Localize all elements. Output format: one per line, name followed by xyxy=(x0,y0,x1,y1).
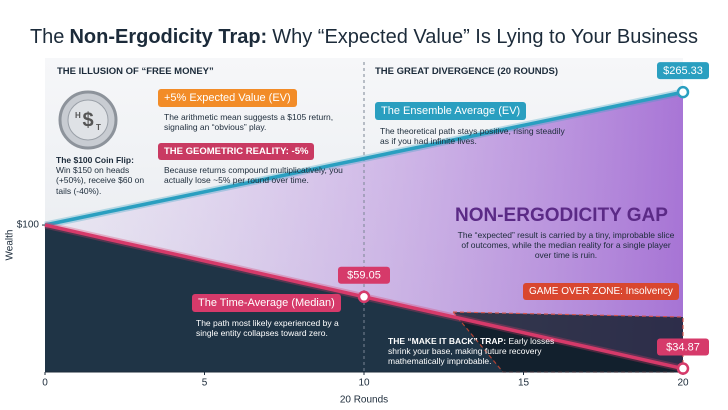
chart-title: The Non-Ergodicity Trap: Why “Expected Val… xyxy=(30,26,698,48)
point xyxy=(357,290,371,304)
make-back-text: Early losses shrink your base, making fu… xyxy=(388,336,555,367)
x-tick-label: 15 xyxy=(518,378,530,389)
coin-flip-label: The $100 Coin Flip: xyxy=(56,155,134,165)
game-over-label: GAME OVER ZONE: Insolvency xyxy=(523,283,679,300)
section-left: THE ILLUSION OF “FREE MONEY” xyxy=(57,66,214,77)
ev-text: The arithmetic mean suggests a $105 retu… xyxy=(164,112,334,133)
ensemble-text: The theoretical path stays positive, ris… xyxy=(380,126,565,147)
value-label: $265.33 xyxy=(663,65,703,77)
value-label: $59.05 xyxy=(347,270,381,282)
section-right: THE GREAT DIVERGENCE (20 ROUNDS) xyxy=(375,66,558,77)
median-label: The Time-Average (Median) xyxy=(192,294,341,312)
title-emphasis: Non-Ergodicity Trap: xyxy=(69,26,267,48)
x-tick-label: 0 xyxy=(42,378,48,389)
title-rest: Why “Expected Value” Is Lying to Your Bu… xyxy=(272,26,698,48)
value-label-box xyxy=(657,338,709,356)
coin-heads: H xyxy=(75,111,81,120)
coin-flip: The $100 Coin Flip: Win $150 on heads (+5… xyxy=(56,155,156,196)
coin-face xyxy=(67,99,109,141)
value-label: $34.87 xyxy=(666,341,700,353)
coin: H $ T xyxy=(58,90,118,150)
value-label-box xyxy=(657,62,709,80)
geometric-label: THE GEOMETRIC REALITY: -5% xyxy=(158,143,315,160)
y-tick-label: $100 xyxy=(17,220,40,231)
x-tick-label: 10 xyxy=(358,378,370,389)
x-tick-label: 20 xyxy=(677,378,689,389)
coin-tails: T xyxy=(96,123,101,132)
series-line xyxy=(44,90,684,227)
point xyxy=(676,85,690,99)
make-back: THE “MAKE IT BACK” TRAP: Early losses sh… xyxy=(388,336,558,367)
ensemble-label: The Ensemble Average (EV) xyxy=(375,102,527,120)
coin-symbol: $ xyxy=(82,109,93,131)
median-text: The path most likely experienced by a si… xyxy=(196,318,339,339)
value-label-box xyxy=(338,266,390,284)
x-tick-label: 5 xyxy=(202,378,208,389)
y-axis-label: Wealth xyxy=(5,230,16,261)
coin-flip-text: Win $150 on heads (+50%), receive $60 on… xyxy=(56,165,145,196)
geometric-text: Because returns compound multiplicativel… xyxy=(164,165,343,186)
x-axis-label: 20 Rounds xyxy=(340,395,388,406)
ev-label: +5% Expected Value (EV) xyxy=(158,89,297,107)
point xyxy=(676,362,690,375)
make-back-label: THE “MAKE IT BACK” TRAP: xyxy=(388,336,507,346)
gap-label: NON-ERGODICITY GAP xyxy=(455,205,668,226)
title-prefix: The xyxy=(30,26,64,48)
gap-text: The “expected” result is carried by a ti… xyxy=(457,230,675,261)
